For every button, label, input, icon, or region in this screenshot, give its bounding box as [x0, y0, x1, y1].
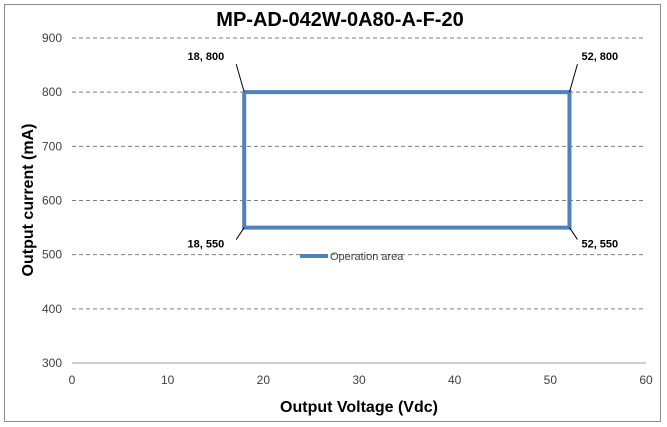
annotation-label: 52, 800: [581, 51, 618, 63]
y-tick-label: 400: [42, 302, 62, 316]
series-layer: [242, 90, 572, 230]
annotations: 18, 800 52, 800 18, 550 52, 550: [187, 51, 618, 250]
x-tick-label: 0: [69, 373, 76, 387]
x-tick-label: 20: [257, 373, 271, 387]
chart-title: MP-AD-042W-0A80-A-F-20: [216, 9, 463, 31]
legend-label: Operation area: [330, 251, 404, 263]
y-axis-label: Output current (mA): [20, 124, 37, 277]
x-ticks: 0 10 20 30 40 50 60: [69, 373, 653, 387]
annotation-label: 18, 550: [187, 239, 224, 251]
x-tick-label: 60: [639, 373, 653, 387]
y-tick-label: 300: [42, 356, 62, 370]
series-line-operation-area: [242, 90, 572, 230]
x-tick-label: 40: [448, 373, 462, 387]
y-tick-label: 700: [42, 139, 62, 153]
grid: [72, 37, 646, 310]
annotation-leader: [235, 227, 245, 240]
y-tick-label: 600: [42, 194, 62, 208]
x-tick-label: 50: [544, 373, 558, 387]
annotation-leader: [235, 64, 245, 93]
annotation-label: 52, 550: [581, 239, 618, 251]
x-axis-label: Output Voltage (Vdc): [280, 399, 438, 416]
y-tick-label: 800: [42, 85, 62, 99]
chart-frame: [4, 4, 661, 422]
y-tick-label: 500: [42, 248, 62, 262]
legend: Operation area: [300, 251, 404, 263]
annotation-label: 18, 800: [187, 51, 224, 63]
y-tick-label: 900: [42, 31, 62, 45]
annotation-leader: [569, 227, 578, 240]
annotation-leader: [568, 64, 578, 93]
x-tick-label: 10: [161, 373, 175, 387]
x-tick-label: 30: [352, 373, 366, 387]
y-ticks: 300 400 500 600 700 800 900: [42, 31, 62, 370]
